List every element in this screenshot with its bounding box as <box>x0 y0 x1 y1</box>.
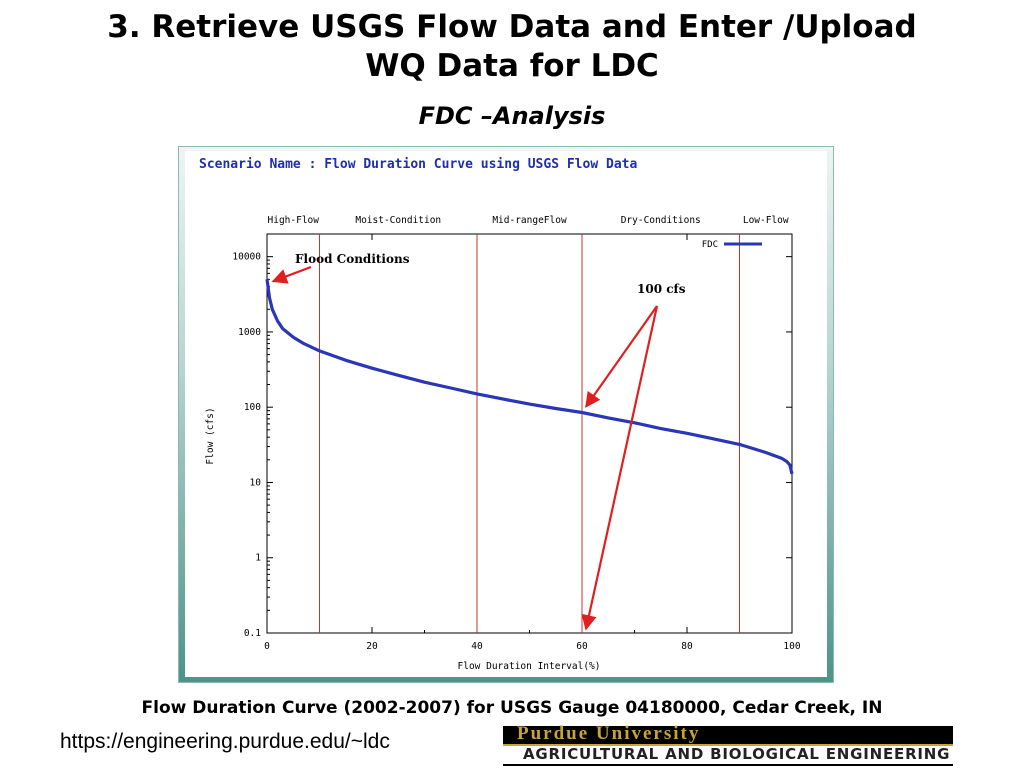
legend-label: FDC <box>702 240 718 250</box>
x-tick-label: 20 <box>366 641 378 652</box>
logo-bottom-bar <box>503 764 953 766</box>
y-tick-label: 0.1 <box>244 628 261 639</box>
chart-title: Scenario Name : Flow Duration Curve usin… <box>199 157 637 172</box>
purdue-logo: Purdue University AGRICULTURAL AND BIOLO… <box>503 723 953 766</box>
x-tick-label: 40 <box>471 641 483 652</box>
zone-label: Low-Flow <box>743 215 789 226</box>
zone-label: High-Flow <box>268 215 320 226</box>
x-tick-label: 100 <box>783 641 800 652</box>
chart-panel: Scenario Name : Flow Duration Curve usin… <box>185 151 827 677</box>
fdc-series-line <box>265 279 794 475</box>
plot-frame <box>266 233 793 634</box>
zone-label: Moist-Condition <box>355 215 441 226</box>
y-tick-label: 10 <box>250 477 262 488</box>
y-tick-label: 100 <box>244 402 261 413</box>
slide-title-line-2: WQ Data for LDC <box>365 48 659 84</box>
slide-subtitle: FDC –Analysis <box>418 102 606 130</box>
flood-arrow <box>271 265 312 284</box>
x-axis-label: Flow Duration Interval(%) <box>458 661 601 672</box>
x-tick-label: 0 <box>264 641 270 652</box>
y-tick-label: 1 <box>255 553 261 564</box>
figure-caption: Flow Duration Curve (2002-2007) for USGS… <box>141 698 883 718</box>
cfs-label: 100 cfs <box>637 282 686 296</box>
flood-conditions-label: Flood Conditions <box>295 252 410 266</box>
logo-wordmark: Purdue University <box>517 723 701 744</box>
cfs-arrow <box>581 305 659 631</box>
slide-title-line-1: 3. Retrieve USGS Flow Data and Enter /Up… <box>107 9 917 45</box>
y-tick-label: 10000 <box>232 252 261 263</box>
fdc-chart: Scenario Name : Flow Duration Curve usin… <box>199 157 801 672</box>
x-tick-label: 80 <box>681 641 693 652</box>
chart-frame: Scenario Name : Flow Duration Curve usin… <box>178 146 834 683</box>
y-axis-label: Flow (cfs) <box>205 407 216 464</box>
logo-department: AGRICULTURAL AND BIOLOGICAL ENGINEERING <box>523 745 951 763</box>
slide-title: 3. Retrieve USGS Flow Data and Enter /Up… <box>0 8 1024 86</box>
zone-label: Mid-rangeFlow <box>492 215 567 226</box>
source-url: https://engineering.purdue.edu/~ldc <box>60 730 390 753</box>
logo-top-bar <box>503 726 953 744</box>
logo-gold-rule <box>503 744 953 746</box>
y-tick-label: 1000 <box>238 327 261 338</box>
zone-label: Dry-Conditions <box>621 215 701 226</box>
x-tick-label: 60 <box>576 641 588 652</box>
cfs-arrow <box>585 305 658 408</box>
